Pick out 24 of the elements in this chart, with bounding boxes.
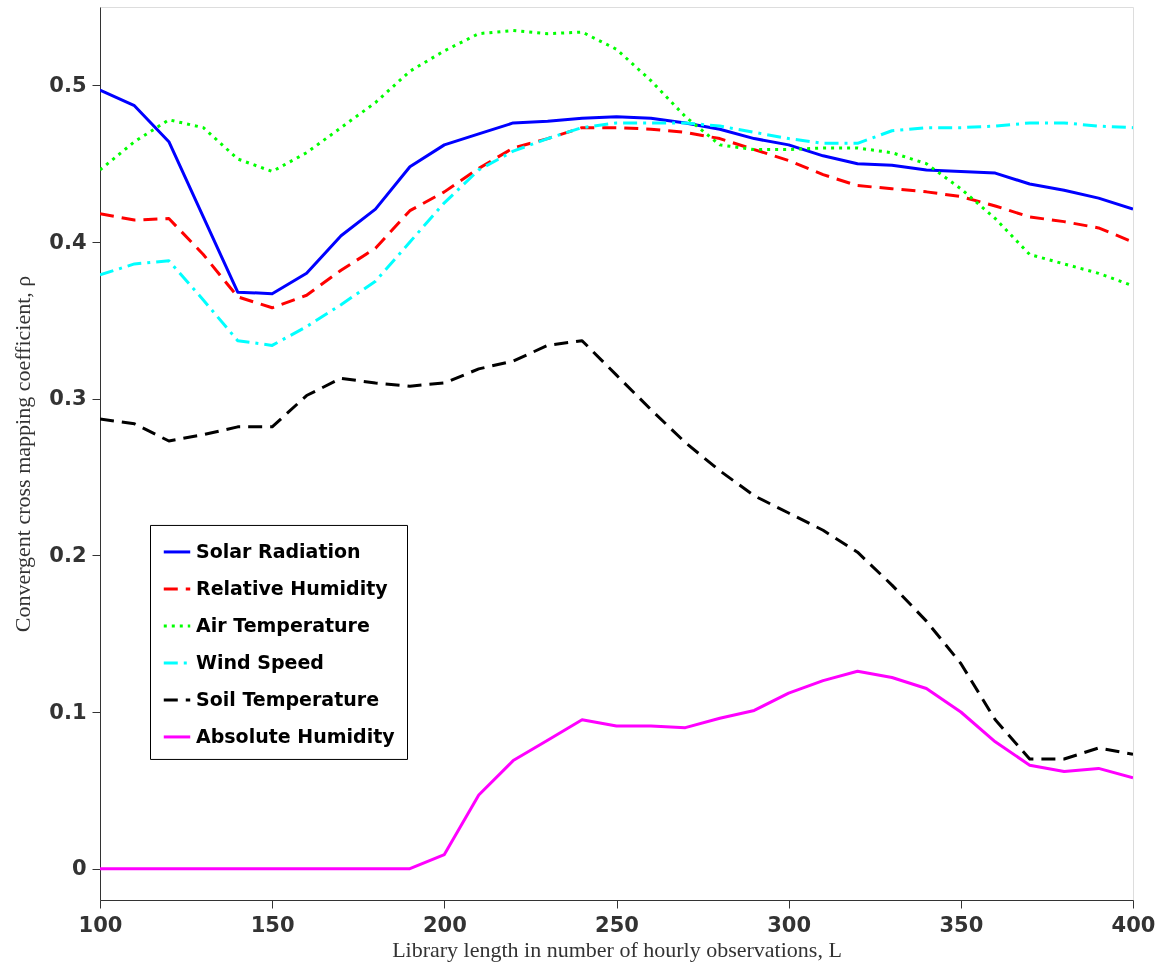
x-tick-label: 400 — [1111, 912, 1156, 937]
legend-label: Absolute Humidity — [196, 724, 396, 747]
y-tick-label: 0 — [71, 856, 87, 881]
legend-label: Solar Radiation — [196, 539, 361, 562]
line-series — [100, 339, 1133, 761]
legend-label: Air Temperature — [196, 613, 370, 636]
x-tick-label: 100 — [78, 912, 123, 937]
y-tick-label: 0.5 — [49, 72, 87, 97]
y-axis-title: Convergent cross mapping coefficient, ρ — [10, 275, 36, 633]
line-series — [100, 121, 1133, 347]
y-tick-label: 0.2 — [49, 542, 87, 567]
x-tick-label: 250 — [595, 912, 639, 937]
legend-label: Wind Speed — [196, 650, 324, 673]
x-tick-label: 350 — [939, 912, 984, 937]
y-tick-label: 0.1 — [49, 699, 87, 724]
y-tick-label: 0.4 — [49, 229, 87, 254]
x-tick-label: 150 — [250, 912, 295, 937]
legend-label: Relative Humidity — [196, 576, 389, 599]
x-tick-label: 300 — [767, 912, 812, 937]
x-tick-label: 200 — [422, 912, 467, 937]
legend-label: Soil Temperature — [196, 687, 380, 710]
y-tick-label: 0.3 — [49, 386, 87, 411]
line-series — [100, 88, 1133, 296]
x-axis-title: Library length in number of hourly observations, L — [392, 936, 842, 962]
